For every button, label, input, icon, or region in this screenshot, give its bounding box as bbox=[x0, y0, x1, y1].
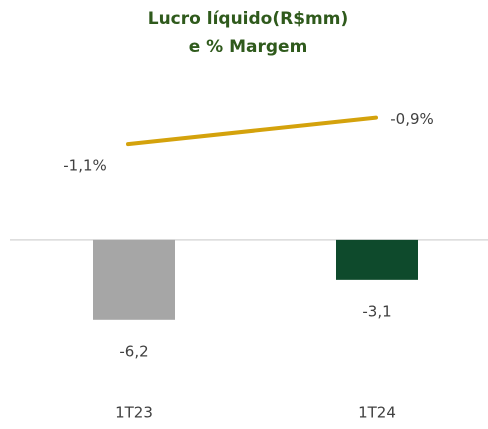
chart-title: e % Margem bbox=[189, 37, 308, 57]
data-label: -0,9% bbox=[390, 110, 434, 128]
chart-title: Lucro líquido(R$mm) bbox=[148, 9, 348, 29]
data-label: -6,2 bbox=[119, 342, 148, 360]
line bbox=[126, 115, 378, 147]
x-tick-label: 1T24 bbox=[358, 404, 396, 422]
bar bbox=[93, 239, 175, 320]
x-tick-label: 1T23 bbox=[115, 404, 153, 422]
data-label: -1,1% bbox=[63, 157, 107, 175]
data-label: -3,1 bbox=[362, 302, 391, 320]
bar bbox=[336, 239, 418, 280]
